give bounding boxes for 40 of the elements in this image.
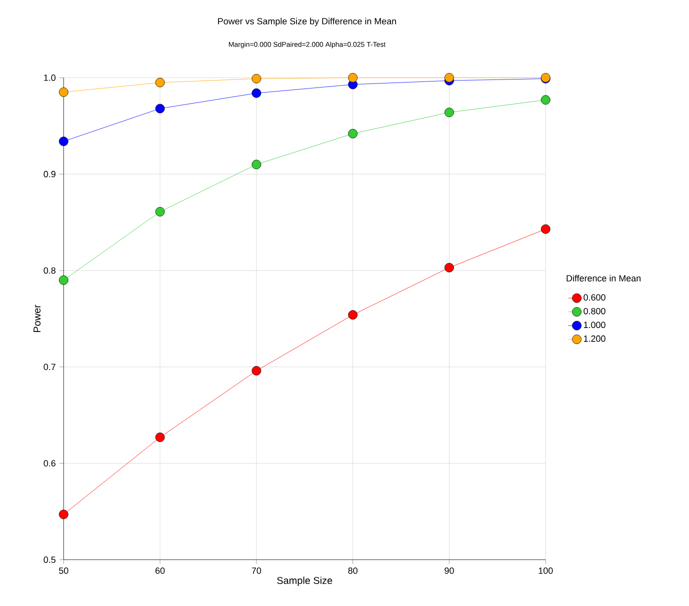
point	[252, 88, 262, 98]
point	[58, 136, 68, 146]
y-axis-title: Power	[34, 304, 41, 332]
legend-label: 1.000	[584, 322, 606, 328]
y-tick-label: 0.9	[44, 170, 56, 178]
x-tick-label: 50	[59, 567, 68, 574]
y-tick-label: 1.0	[44, 74, 56, 81]
point	[155, 104, 165, 114]
point	[444, 73, 454, 82]
x-tick-label: 90	[444, 567, 454, 574]
legend-title: Difference in Mean	[566, 274, 641, 282]
legend-label: 0.600	[584, 294, 606, 301]
x-tick-label: 80	[348, 567, 358, 574]
point	[155, 78, 165, 88]
point	[540, 95, 550, 105]
y-tick-label: 0.7	[44, 364, 56, 370]
point	[155, 432, 165, 442]
point	[58, 275, 68, 285]
x-tick-label: 70	[252, 567, 262, 574]
x-tick-label: 60	[156, 567, 165, 574]
point	[252, 74, 262, 84]
y-tick-label: 0.6	[44, 460, 56, 466]
point	[58, 87, 68, 97]
point	[348, 310, 358, 320]
x-tick-label: 100	[538, 567, 553, 574]
point	[155, 207, 165, 216]
point	[348, 73, 358, 82]
point	[444, 262, 454, 272]
y-tick-label: 0.5	[44, 556, 56, 563]
point	[444, 108, 454, 118]
point	[252, 366, 262, 376]
y-tick-label: 0.8	[44, 267, 56, 274]
x-axis-title: Sample Size	[277, 576, 332, 586]
legend-label: 1.200	[584, 335, 606, 342]
point	[348, 128, 358, 138]
chart-title: Power vs Sample Size by Difference in Mean	[218, 18, 396, 26]
point	[540, 224, 550, 234]
point	[252, 160, 262, 170]
legend-label: 0.800	[584, 308, 606, 314]
point	[58, 510, 68, 520]
